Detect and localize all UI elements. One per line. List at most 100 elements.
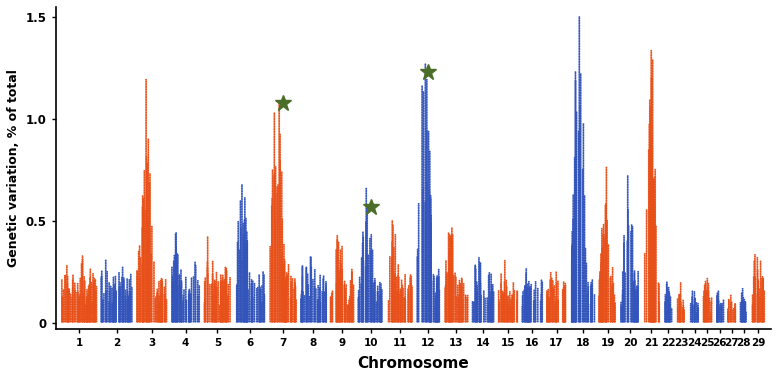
Point (170, 297, 183, 303)
Point (300, 312, 313, 318)
Point (405, 313, 417, 319)
Point (416, 198, 429, 204)
Point (142, 251, 155, 257)
Point (566, 258, 579, 264)
Point (573, 207, 586, 213)
Point (433, 284, 445, 290)
Point (345, 285, 358, 291)
Point (300, 308, 313, 314)
Point (275, 301, 288, 307)
Point (398, 301, 411, 307)
Point (455, 280, 468, 287)
Point (386, 309, 398, 315)
Point (302, 304, 314, 310)
Point (365, 291, 377, 297)
Point (96, 308, 108, 314)
Point (257, 313, 269, 319)
Point (117, 280, 130, 286)
Point (268, 241, 281, 247)
Point (643, 161, 656, 167)
Point (167, 292, 180, 298)
Point (87, 319, 100, 325)
Point (395, 288, 408, 294)
Point (602, 299, 615, 305)
Point (447, 287, 459, 293)
Point (239, 307, 251, 313)
Point (573, 189, 585, 195)
Point (289, 283, 301, 289)
Point (419, 148, 432, 154)
Point (309, 280, 321, 286)
Point (253, 274, 265, 280)
Point (114, 286, 126, 292)
Point (74, 302, 86, 308)
Point (738, 297, 751, 303)
Point (275, 314, 288, 320)
Point (234, 285, 247, 291)
Point (76, 295, 89, 301)
Point (339, 315, 352, 321)
Point (569, 96, 582, 102)
Point (632, 270, 644, 276)
Point (137, 266, 149, 272)
Point (446, 242, 458, 248)
Point (500, 315, 513, 321)
Point (440, 288, 453, 294)
Point (89, 310, 102, 316)
Point (238, 227, 251, 233)
Point (166, 268, 178, 274)
Point (307, 312, 319, 318)
Point (272, 302, 284, 308)
Point (423, 228, 436, 234)
Point (314, 315, 326, 321)
Point (697, 294, 710, 300)
Point (645, 189, 657, 195)
Point (151, 293, 163, 299)
Point (338, 297, 351, 303)
Point (498, 294, 510, 300)
Point (131, 299, 144, 305)
Point (647, 267, 660, 273)
Point (706, 297, 718, 303)
Point (156, 300, 169, 306)
Point (256, 317, 268, 323)
Point (137, 301, 149, 307)
Point (546, 293, 559, 299)
Point (423, 208, 436, 214)
Point (547, 294, 559, 301)
Point (648, 198, 661, 204)
Point (421, 147, 433, 153)
Point (230, 310, 243, 316)
Point (606, 302, 619, 308)
Point (332, 294, 345, 300)
Point (569, 204, 581, 210)
Point (399, 310, 412, 316)
Point (573, 281, 586, 287)
Point (271, 274, 283, 280)
Point (296, 311, 309, 318)
Point (672, 315, 685, 321)
Point (645, 174, 657, 180)
Point (573, 281, 585, 287)
Point (444, 289, 457, 295)
Point (449, 277, 461, 283)
Point (752, 295, 764, 301)
Point (602, 277, 615, 283)
Point (202, 312, 214, 318)
Point (421, 219, 433, 225)
Point (469, 297, 482, 303)
Point (357, 234, 370, 240)
Point (281, 282, 293, 288)
Point (469, 270, 482, 276)
Point (485, 317, 498, 323)
Point (416, 305, 429, 311)
Point (142, 217, 155, 223)
Point (528, 317, 541, 323)
Point (312, 305, 324, 311)
Point (581, 305, 594, 311)
Point (645, 174, 657, 180)
Point (443, 308, 455, 314)
Point (685, 306, 697, 312)
Point (175, 317, 187, 323)
Point (166, 288, 179, 294)
